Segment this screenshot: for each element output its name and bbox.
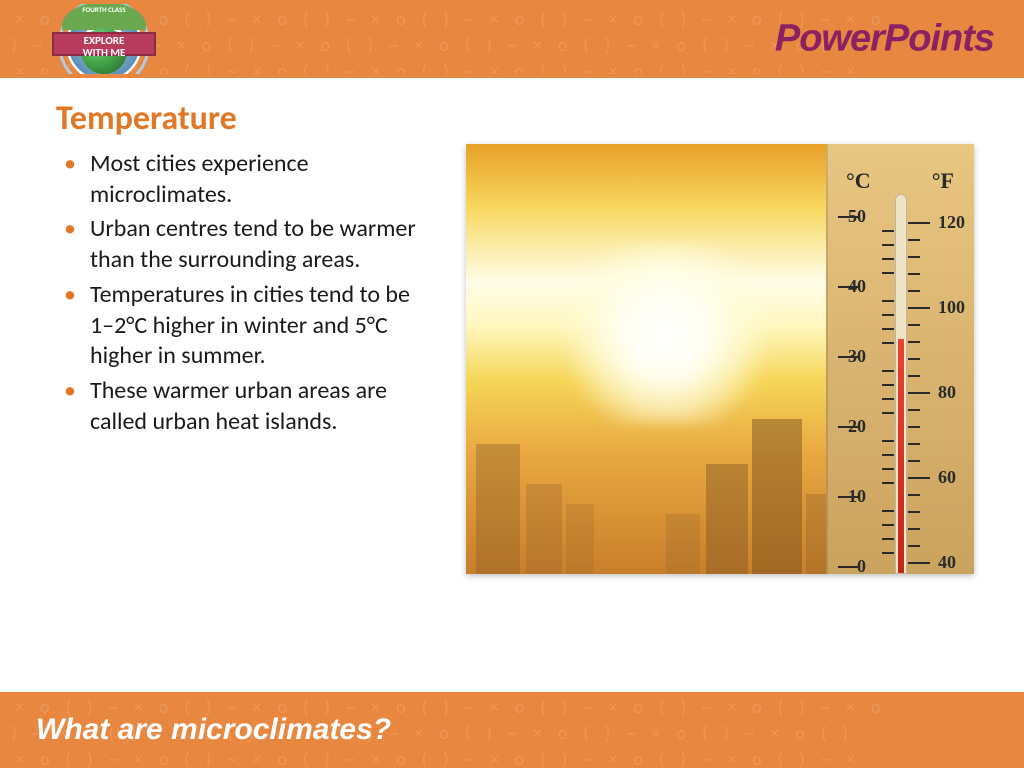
slide-title: Temperature xyxy=(56,98,436,139)
explore-logo: FOURTH CLASS EXPLOREWITH ME xyxy=(58,0,150,78)
header-band: FOURTH CLASS EXPLOREWITH ME PowerPoints xyxy=(0,0,1024,78)
city-skyline xyxy=(466,394,834,574)
celsius-label: °C xyxy=(846,168,871,194)
city-heat-image: °C °F 50403020100 120100806040 xyxy=(466,144,974,574)
mercury xyxy=(898,339,904,573)
bullet-item: These warmer urban areas are called urba… xyxy=(56,376,436,437)
brand-title: PowerPoints xyxy=(775,18,994,61)
fahrenheit-scale: 120100806040 xyxy=(908,206,964,564)
image-column: °C °F 50403020100 120100806040 xyxy=(466,98,974,574)
logo-arc-text: FOURTH CLASS xyxy=(62,2,146,30)
text-column: Temperature Most cities experience micro… xyxy=(56,98,436,574)
logo-ribbon: EXPLOREWITH ME xyxy=(52,32,156,56)
fahrenheit-label: °F xyxy=(932,168,954,194)
bullet-item: Temperatures in cities tend to be 1–2°C … xyxy=(56,280,436,372)
bullet-item: Most cities experience microclimates. xyxy=(56,149,436,210)
slide-content: Temperature Most cities experience micro… xyxy=(0,78,1024,574)
footer-band: What are microclimates? xyxy=(0,692,1024,768)
bullet-list: Most cities experience microclimates. Ur… xyxy=(56,149,436,437)
celsius-scale: 50403020100 xyxy=(838,206,894,564)
thermometer-tube xyxy=(895,194,907,574)
bullet-item: Urban centres tend to be warmer than the… xyxy=(56,214,436,275)
thermometer: °C °F 50403020100 120100806040 xyxy=(826,144,974,574)
footer-title: What are microclimates? xyxy=(36,713,391,747)
